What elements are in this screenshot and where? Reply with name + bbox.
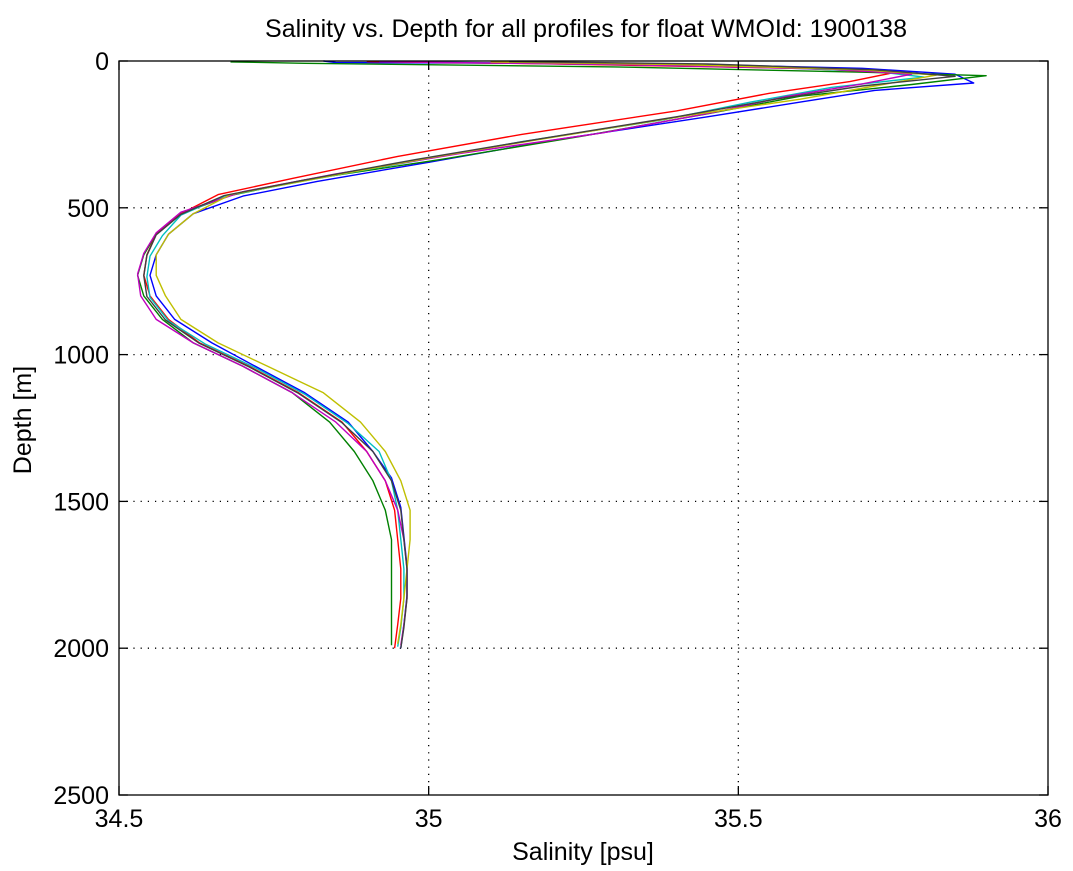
grid-lines: [119, 61, 1048, 795]
y-tick-label: 500: [67, 195, 109, 223]
chart-title: Salinity vs. Depth for all profiles for …: [265, 15, 907, 43]
y-tick-label: 1500: [53, 488, 109, 516]
x-axis-label: Salinity [psu]: [512, 838, 654, 866]
y-axis-label: Depth [m]: [9, 366, 37, 474]
profile-line-5: [136, 60, 913, 646]
profile-line-6: [155, 61, 938, 644]
y-tick-label: 2500: [53, 782, 109, 810]
plot-frame: [118, 60, 1049, 796]
x-tick-label: 35.5: [714, 805, 763, 833]
y-tick-label: 0: [95, 48, 109, 76]
series-lines: [136, 60, 987, 649]
profile-line-1: [149, 60, 975, 649]
x-tick-label: 36: [1034, 805, 1062, 833]
x-tick-label: 34.5: [95, 805, 144, 833]
axis-ticks: 34.5 35 35.5 36 0 500 1000 1500 2000 2500: [53, 48, 1062, 833]
profile-line-7: [143, 60, 956, 649]
profile-line-2: [136, 61, 987, 646]
y-tick-label: 1000: [53, 342, 109, 370]
x-tick-label: 35: [415, 805, 443, 833]
y-tick-label: 2000: [53, 635, 109, 663]
